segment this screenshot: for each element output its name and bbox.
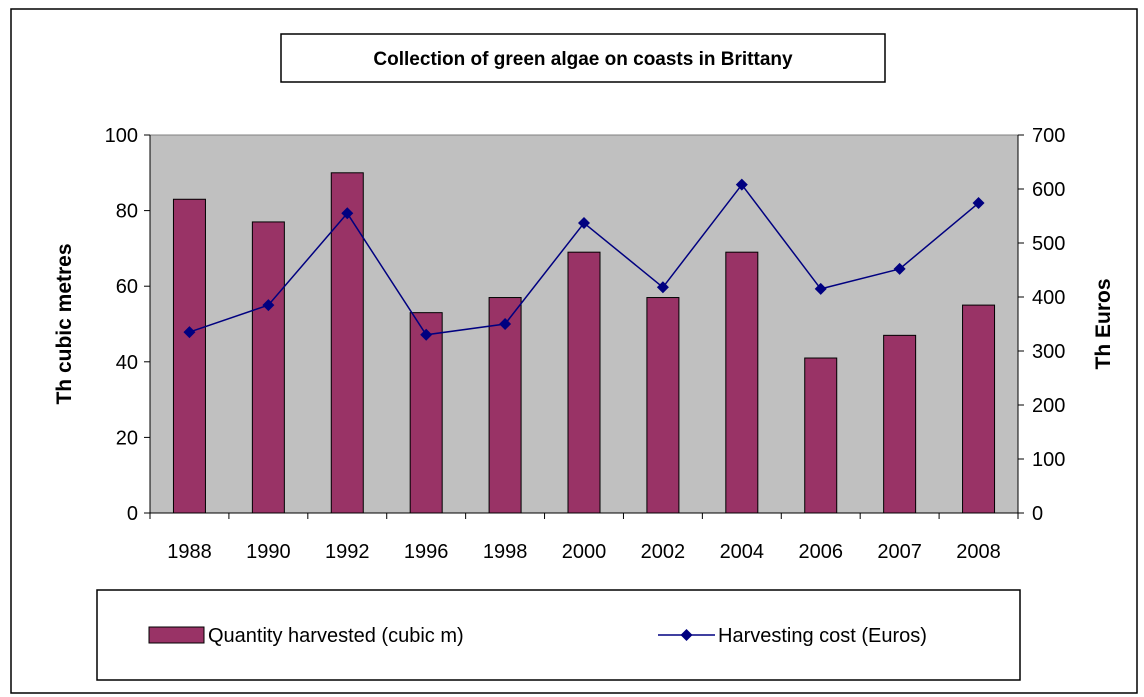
right-tick-label: 300 <box>1032 341 1065 363</box>
right-tick-label: 500 <box>1032 233 1065 255</box>
left-tick-label: 100 <box>105 125 138 147</box>
bar-2004 <box>725 251 759 514</box>
cost-point-2008 <box>972 197 985 210</box>
cost-point-2006 <box>814 282 827 295</box>
left-tick-label: 40 <box>116 352 138 374</box>
left-tick-label: 60 <box>116 276 138 298</box>
cost-point-1998 <box>499 318 512 330</box>
left-y-axis: 0 20 40 60 80 100 <box>105 125 151 525</box>
legend-bar-swatch <box>148 626 205 644</box>
bar-2007 <box>883 334 917 514</box>
right-y-axis: 0 100 200 300 400 500 600 700 <box>1017 125 1065 525</box>
legend-diamond-marker <box>680 629 693 641</box>
x-tick-label: 1998 <box>483 541 528 563</box>
right-tick-label: 200 <box>1032 395 1065 417</box>
chart-title: Collection of green algae on coasts in B… <box>373 49 793 70</box>
x-tick-label: 1990 <box>246 541 291 563</box>
bar-1990 <box>251 221 285 514</box>
chart-title-box: Collection of green algae on coasts in B… <box>280 33 886 83</box>
cost-point-2000 <box>578 217 590 230</box>
right-tick-label: 0 <box>1032 503 1043 525</box>
bar-2006 <box>804 357 838 514</box>
cost-point-1988 <box>183 326 196 339</box>
legend-label-line-series: Harvesting cost (Euros) <box>718 625 927 647</box>
bar-1992 <box>330 172 364 514</box>
line-series <box>183 178 985 341</box>
bar-2000 <box>567 251 601 514</box>
cost-point-2004 <box>735 178 748 191</box>
x-tick-label: 2007 <box>877 541 922 563</box>
x-axis: 1988 1990 1992 1996 1998 2000 2002 2004 2006 2007… <box>149 512 1019 563</box>
left-tick-label: 80 <box>116 201 138 223</box>
left-axis-title: Th cubic metres <box>53 243 76 404</box>
bar-2002 <box>646 297 680 514</box>
bar-2008 <box>962 304 996 514</box>
cost-point-1992 <box>341 207 354 220</box>
bar-1988 <box>172 198 206 514</box>
x-tick-label: 1988 <box>167 541 212 563</box>
legend: Quantity harvested (cubic m) Harvesting … <box>96 589 1021 681</box>
x-tick-label: 2002 <box>641 541 686 563</box>
cost-point-1990 <box>262 299 275 312</box>
legend-box <box>96 589 1021 681</box>
right-axis-title: Th Euros <box>1092 278 1115 369</box>
right-tick-label: 100 <box>1032 449 1065 471</box>
right-tick-label: 700 <box>1032 125 1065 147</box>
x-tick-label: 2006 <box>798 541 843 563</box>
left-tick-label: 20 <box>116 427 138 449</box>
x-tick-label: 2000 <box>562 541 607 563</box>
x-tick-label: 2004 <box>720 541 765 563</box>
x-tick-label: 1992 <box>325 541 370 563</box>
bar-1996 <box>409 312 443 514</box>
x-tick-label: 1996 <box>404 541 449 563</box>
bar-series <box>172 172 996 514</box>
left-tick-label: 0 <box>127 503 138 525</box>
cost-point-1996 <box>420 328 433 341</box>
cost-point-2007 <box>893 262 906 275</box>
legend-label-bar-series: Quantity harvested (cubic m) <box>208 625 464 647</box>
cost-point-2002 <box>656 281 669 294</box>
right-tick-label: 600 <box>1032 179 1065 201</box>
x-tick-label: 2008 <box>956 541 1001 563</box>
bar-1998 <box>488 297 522 514</box>
right-tick-label: 400 <box>1032 287 1065 309</box>
